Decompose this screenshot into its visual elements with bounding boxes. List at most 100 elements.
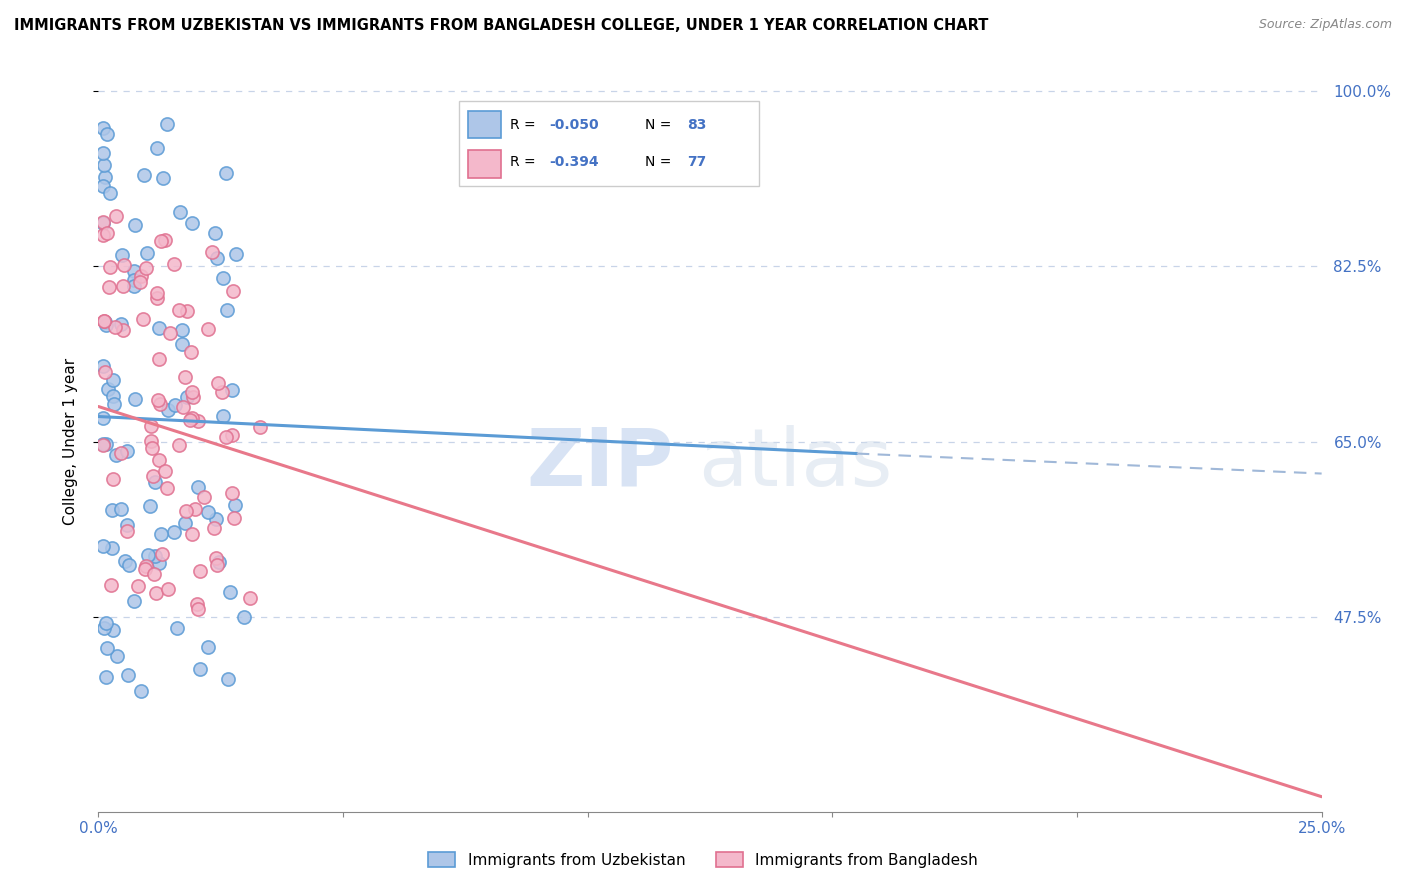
Text: ZIP: ZIP (526, 425, 673, 503)
Point (181, 527, 204, 541)
Point (94, 315, 117, 329)
Point (156, 117, 179, 131)
Point (169, 205, 191, 219)
Point (134, 562, 156, 576)
Point (122, 593, 145, 607)
Point (150, 547, 173, 561)
Point (204, 226, 226, 240)
Point (187, 601, 209, 615)
Point (204, 551, 226, 566)
Point (115, 524, 138, 539)
Point (101, 503, 124, 517)
Point (159, 326, 181, 341)
Point (148, 452, 170, 467)
Point (96, 127, 118, 141)
Point (146, 392, 169, 407)
Point (91, 121, 114, 136)
Point (96, 640, 118, 655)
Point (105, 648, 128, 663)
Text: Source: ZipAtlas.com: Source: ZipAtlas.com (1258, 18, 1392, 31)
Point (139, 419, 162, 434)
Point (94, 170, 117, 185)
Point (157, 403, 180, 417)
Text: atlas: atlas (697, 425, 893, 503)
Point (96, 615, 118, 630)
Point (93, 314, 115, 328)
Point (103, 473, 125, 487)
Point (239, 591, 262, 606)
Point (110, 501, 132, 516)
Point (219, 585, 242, 599)
Point (96, 227, 118, 241)
Point (211, 270, 233, 285)
Point (179, 412, 201, 426)
Point (197, 640, 219, 654)
Point (217, 303, 239, 318)
Point (187, 414, 209, 428)
Point (98, 260, 121, 274)
Point (110, 446, 132, 460)
Point (91, 539, 114, 553)
Point (174, 516, 197, 530)
Point (163, 398, 186, 412)
Point (128, 275, 150, 289)
Point (176, 304, 198, 318)
Point (114, 554, 136, 568)
Point (136, 548, 159, 562)
Point (111, 279, 134, 293)
Point (187, 480, 209, 494)
Legend: Immigrants from Uzbekistan, Immigrants from Bangladesh: Immigrants from Uzbekistan, Immigrants f… (420, 844, 986, 875)
Point (129, 683, 152, 698)
Point (142, 468, 165, 483)
Point (91, 217, 114, 231)
Point (135, 559, 157, 574)
Point (111, 248, 134, 262)
Point (202, 521, 225, 535)
Point (101, 541, 124, 555)
Point (98, 186, 121, 200)
Point (101, 389, 124, 403)
Point (146, 285, 169, 300)
Point (93, 314, 115, 328)
Point (132, 168, 155, 182)
Point (197, 505, 219, 519)
Point (205, 558, 228, 572)
Point (212, 409, 235, 424)
Point (211, 385, 233, 400)
Point (143, 475, 166, 489)
Point (105, 448, 128, 462)
Point (186, 597, 208, 611)
Text: IMMIGRANTS FROM UZBEKISTAN VS IMMIGRANTS FROM BANGLADESH COLLEGE, UNDER 1 YEAR C: IMMIGRANTS FROM UZBEKISTAN VS IMMIGRANTS… (14, 18, 988, 33)
Point (153, 464, 176, 478)
Point (124, 218, 146, 232)
Point (122, 279, 145, 293)
Point (91, 359, 114, 374)
Point (149, 397, 172, 411)
Point (139, 434, 162, 448)
Point (225, 246, 247, 260)
Point (97, 382, 120, 396)
Point (146, 291, 169, 305)
Point (115, 518, 138, 533)
Point (115, 444, 138, 458)
Point (163, 257, 186, 271)
Point (173, 370, 195, 384)
Point (181, 216, 204, 230)
Point (146, 141, 169, 155)
Point (205, 251, 228, 265)
Point (104, 319, 127, 334)
Point (217, 672, 239, 686)
Point (221, 485, 243, 500)
Point (122, 263, 145, 277)
Point (153, 233, 176, 247)
Point (139, 500, 162, 514)
Point (249, 419, 271, 434)
Point (111, 323, 134, 337)
Point (148, 321, 170, 335)
Y-axis label: College, Under 1 year: College, Under 1 year (63, 358, 77, 525)
Point (141, 442, 163, 456)
Point (129, 268, 152, 283)
Point (96, 437, 118, 451)
Point (184, 501, 207, 516)
Point (180, 344, 202, 359)
